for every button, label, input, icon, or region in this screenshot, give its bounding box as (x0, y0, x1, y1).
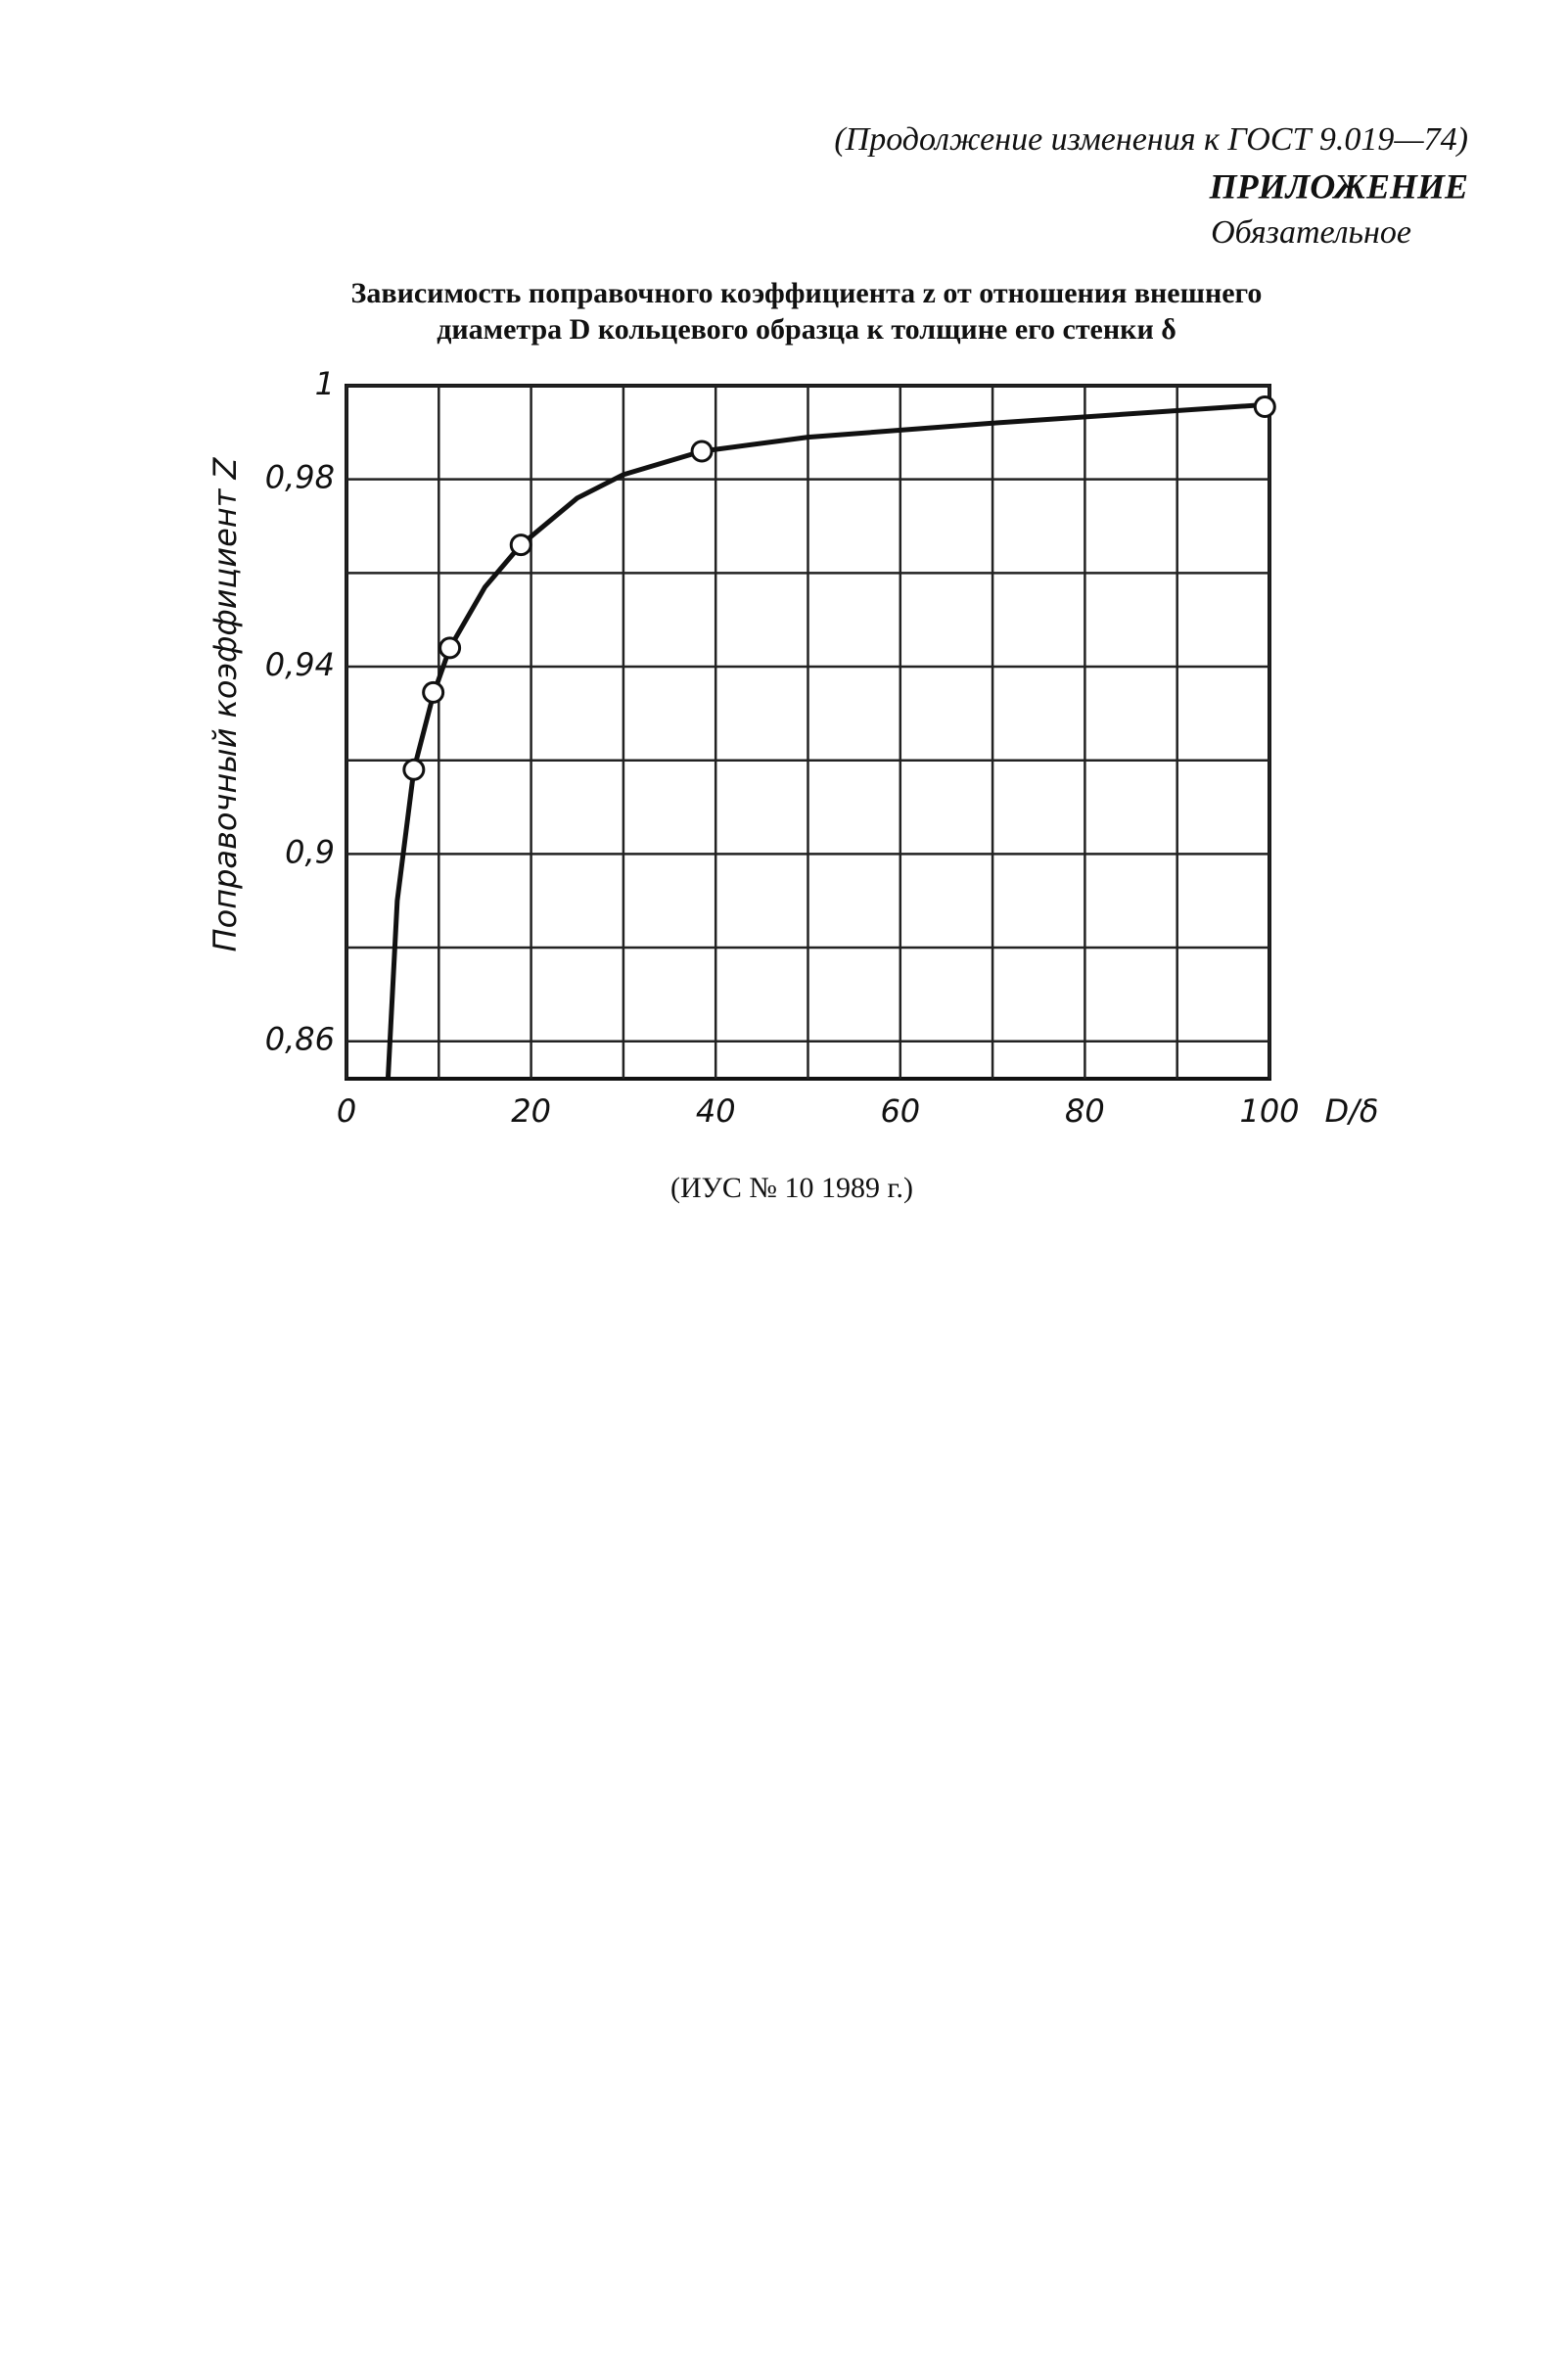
x-tick-label: 0 (337, 1092, 356, 1130)
chart-title: Зависимость поправочного коэффициента z … (351, 277, 1263, 309)
x-tick-label: 100 (1239, 1092, 1299, 1130)
data-point (509, 533, 532, 557)
appendix: ПРИЛОЖЕНИЕ (1209, 166, 1468, 206)
curve (385, 401, 1270, 1080)
x-tick-label: 20 (511, 1092, 551, 1130)
x-tick-label: 80 (1065, 1092, 1105, 1130)
y-tick-label: 0,94 (265, 646, 335, 683)
footer: (ИУС № 10 1989 г.) (670, 1172, 913, 1204)
data-point (438, 636, 462, 660)
y-tick-label: 0,86 (265, 1021, 335, 1058)
x-tick-label: 40 (696, 1092, 736, 1130)
data-point (690, 440, 714, 463)
x-tick-label: 60 (880, 1092, 920, 1130)
y-tick-label: 0,9 (285, 833, 335, 870)
x-axis-label: D/δ (1325, 1092, 1379, 1130)
status: Обязательное (1211, 214, 1411, 251)
y-axis-label: Поправочный коэффициент Z (207, 456, 244, 951)
data-point (422, 680, 445, 704)
data-point (1253, 395, 1276, 419)
chart-title: диаметра D кольцевого образца к толщине … (437, 313, 1176, 346)
continuation: (Продолжение изменения к ГОСТ 9.019—74) (834, 121, 1468, 158)
data-point (402, 758, 426, 781)
y-tick-label: 0,98 (265, 459, 335, 496)
y-tick-label: 1 (315, 365, 335, 402)
